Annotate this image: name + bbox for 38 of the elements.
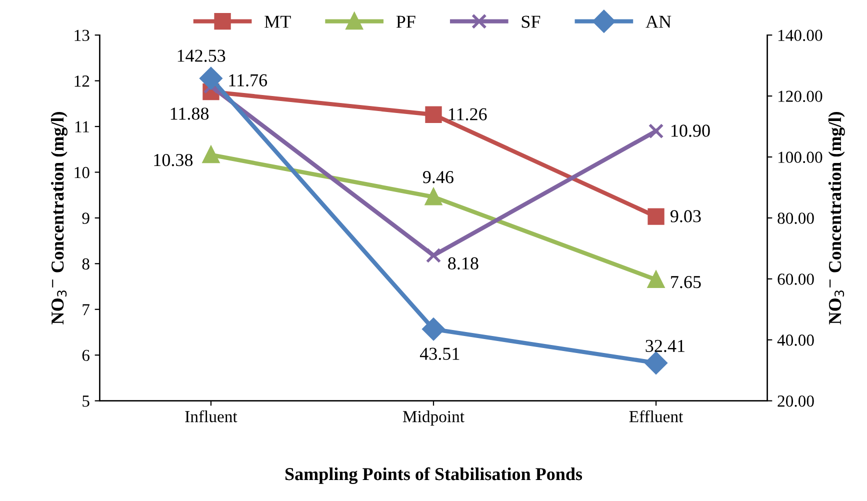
y-tick-label: 9	[82, 212, 90, 224]
y2-tick-label: 40.00	[777, 334, 814, 346]
data-label: 43.51	[420, 348, 460, 360]
y-tick-label: 7	[82, 304, 90, 316]
legend-label: PF	[396, 16, 416, 28]
annotation: 142.53	[178, 50, 226, 62]
y-tick-label: 5	[82, 396, 90, 407]
data-label: 9.03	[670, 210, 701, 222]
y-tick-label: 8	[82, 258, 90, 270]
legend-label: MT	[264, 16, 291, 28]
legend-label: AN	[646, 16, 672, 28]
data-label: 11.88	[170, 108, 209, 120]
data-label: 9.46	[422, 171, 454, 184]
y2-tick-label: 20.00	[778, 396, 814, 407]
data-label: 8.18	[448, 257, 478, 270]
data-label: 11.76	[229, 74, 268, 86]
y-tick-label: 11	[75, 121, 89, 132]
y-tick-label: 10	[74, 166, 90, 178]
x-tick-label: Influent	[185, 410, 238, 422]
y2-tick-label: 60.00	[778, 274, 814, 285]
y-tick-label: 6	[82, 350, 90, 362]
y-tick-label: 12	[74, 76, 90, 87]
x-tick-label: Effluent	[629, 410, 684, 422]
x-tick-label: Midpoint	[402, 410, 464, 426]
data-label: 11.26	[448, 108, 487, 120]
y-tick-label: 13	[74, 30, 90, 42]
y2-tick-label: 80.00	[778, 212, 814, 224]
legend-label: SF	[522, 16, 540, 28]
data-label: 10.38	[154, 154, 193, 166]
y-axis-title: NO$_{3}$$^{−}$ Concentration (mg/l)	[50, 112, 68, 324]
y2-tick-label: 140.00	[778, 30, 822, 42]
y2-axis-title: NO$_{3}$$^{−}$ Concentration (mg/l)	[828, 112, 845, 324]
y2-tick-label: 120.00	[778, 90, 822, 102]
data-label: 10.90	[672, 124, 710, 137]
y2-tick-label: 100.00	[778, 152, 822, 163]
x-axis-title: Sampling Points of Stabilisation Ponds	[285, 467, 582, 484]
data-label: 32.41	[646, 340, 684, 352]
data-label: 7.65	[671, 276, 701, 288]
